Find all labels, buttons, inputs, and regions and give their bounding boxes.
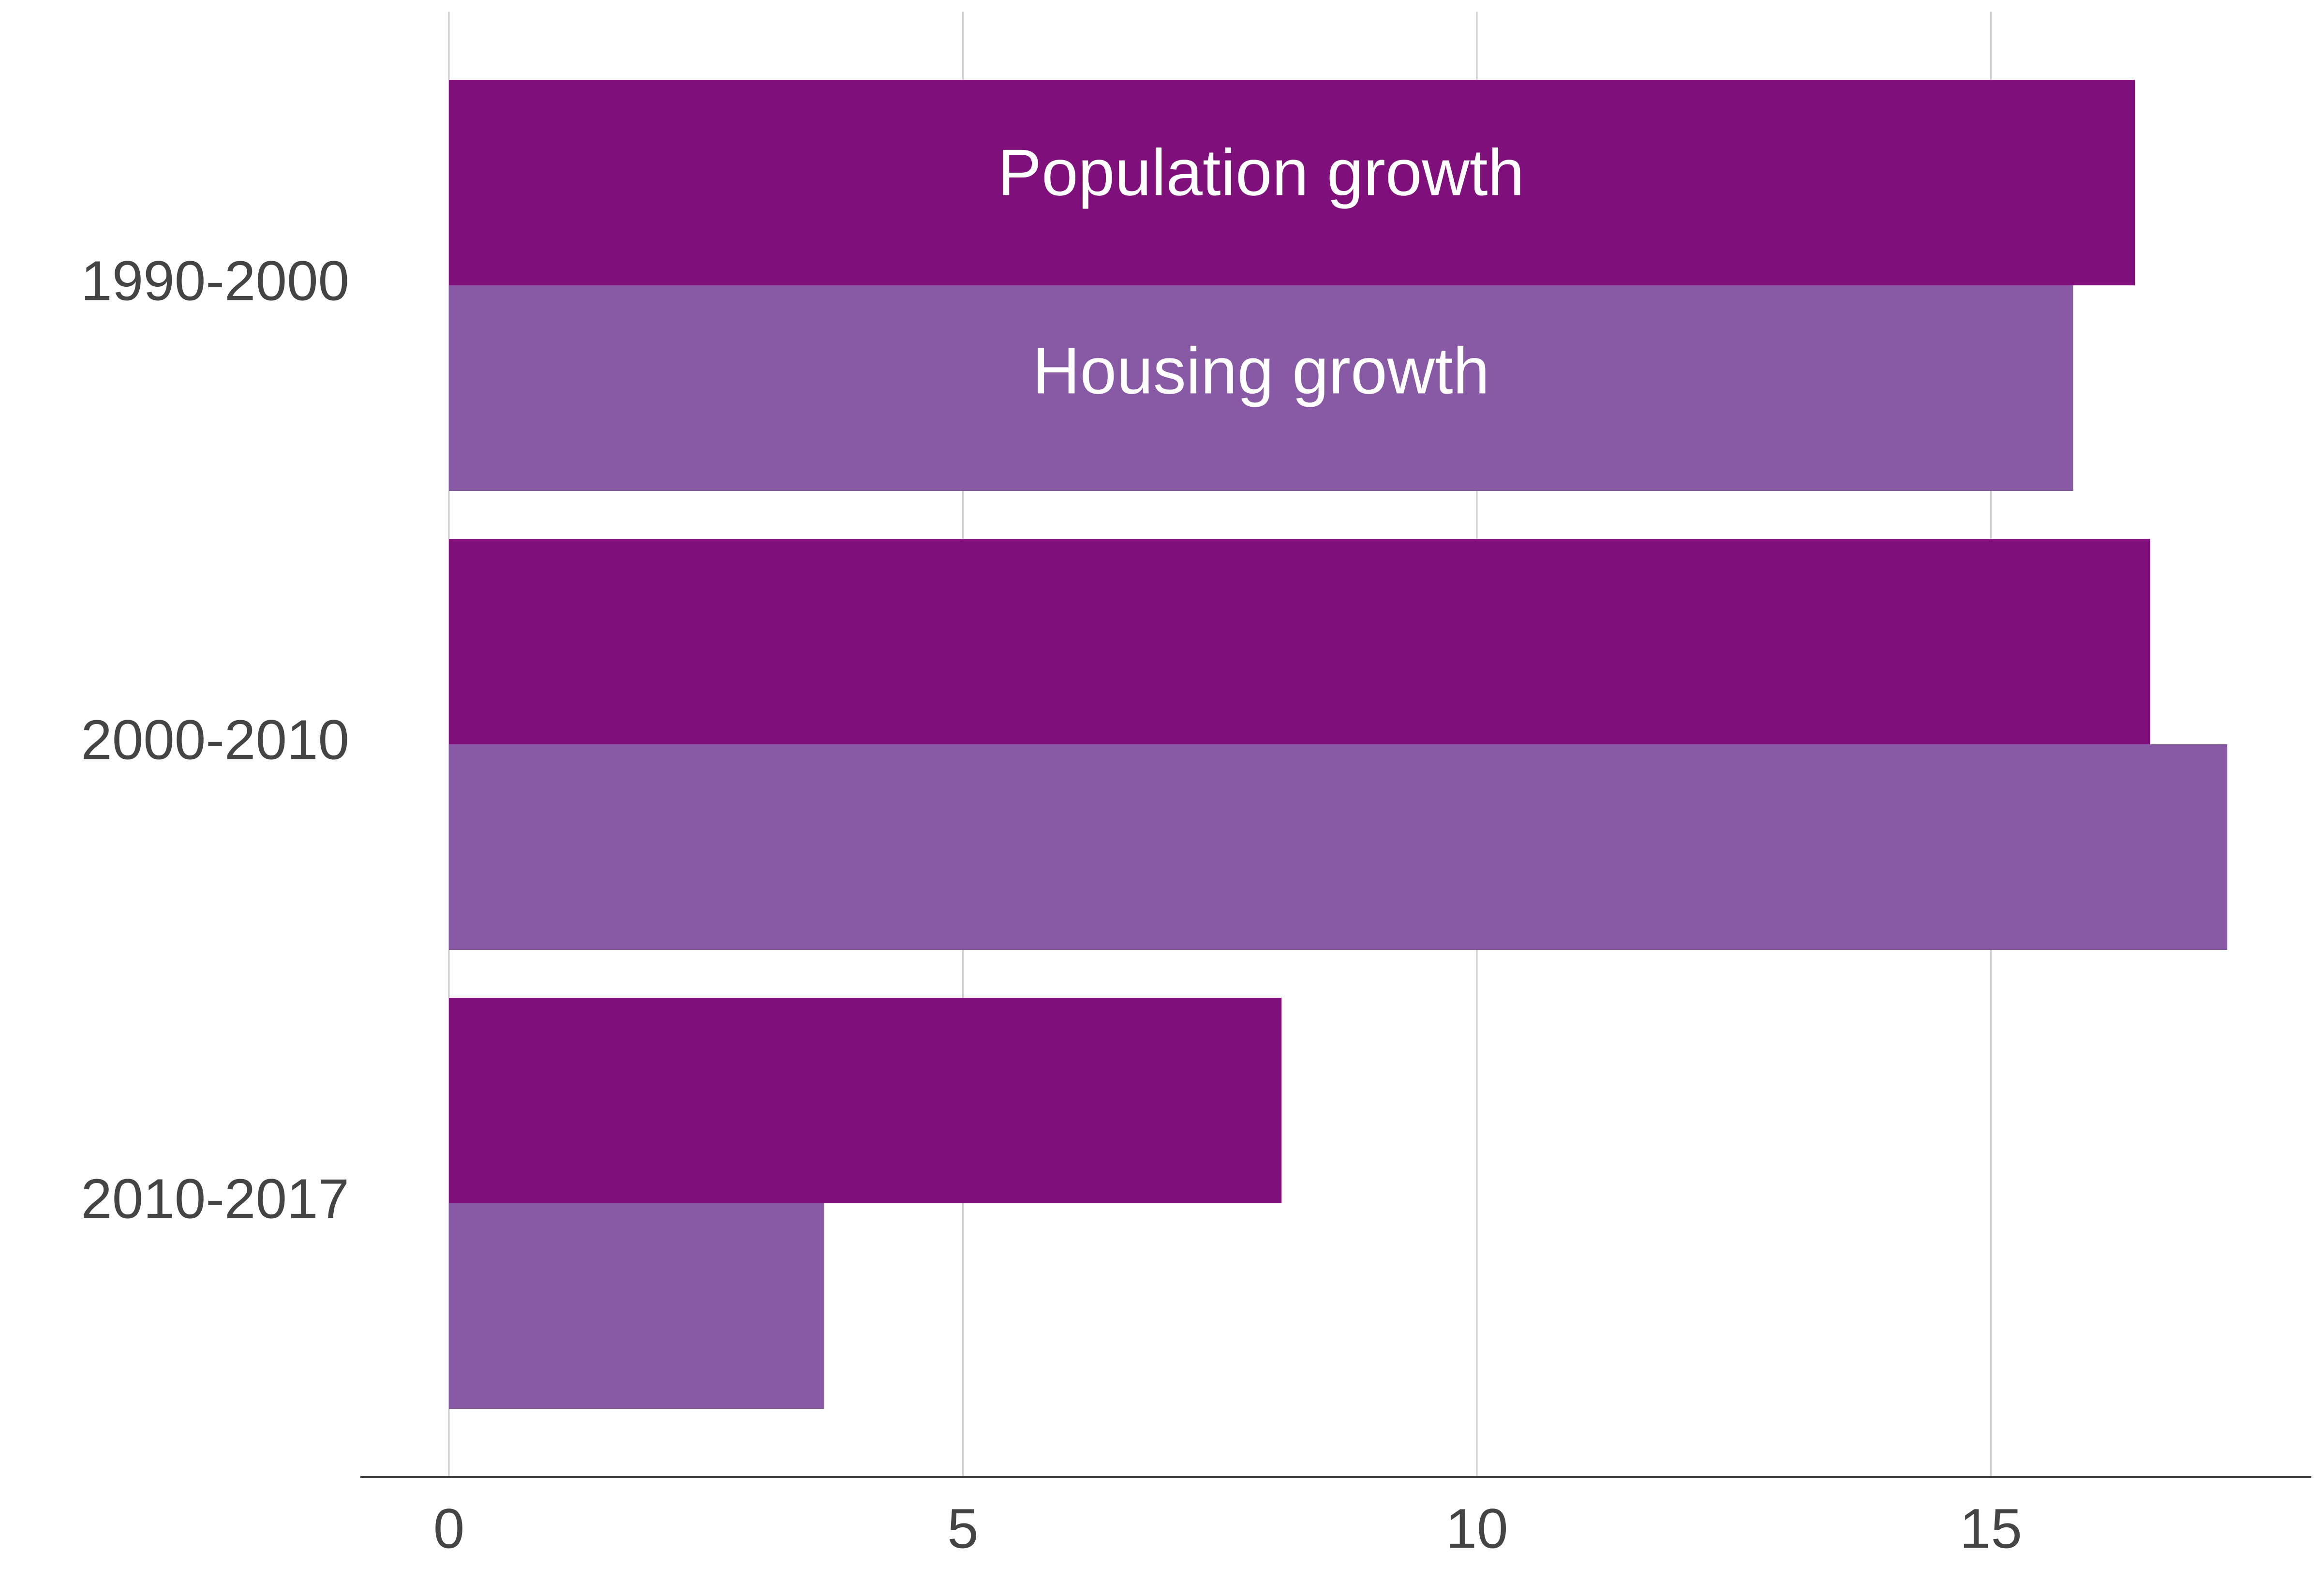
category-label-2000-2010: 2000-2010 — [81, 709, 349, 771]
series-labels: Population growth Housing growth — [997, 135, 1524, 407]
category-label-1990-2000: 1990-2000 — [81, 250, 349, 312]
bar-population-growth-1990-2000 — [449, 80, 2135, 285]
bar-housing-growth-1990-2000 — [449, 285, 2073, 491]
x-tick-label-15: 15 — [1960, 1497, 2022, 1560]
x-tick-label-5: 5 — [947, 1497, 979, 1560]
bar-housing-growth-2010-2017 — [449, 1203, 824, 1409]
bar-housing-growth-2000-2010 — [449, 744, 2228, 950]
bars — [449, 80, 2228, 1409]
series-label-population-growth: Population growth — [997, 135, 1524, 209]
bar-population-growth-2010-2017 — [449, 998, 1282, 1203]
x-axis-ticks: 0 5 10 15 — [433, 1497, 2022, 1560]
x-tick-label-10: 10 — [1445, 1497, 1508, 1560]
category-label-2010-2017: 2010-2017 — [81, 1167, 349, 1230]
category-labels: 1990-2000 2000-2010 2010-2017 — [81, 250, 349, 1230]
series-label-housing-growth: Housing growth — [1032, 334, 1489, 407]
x-tick-label-0: 0 — [433, 1497, 465, 1560]
bar-population-growth-2000-2010 — [449, 539, 2150, 744]
